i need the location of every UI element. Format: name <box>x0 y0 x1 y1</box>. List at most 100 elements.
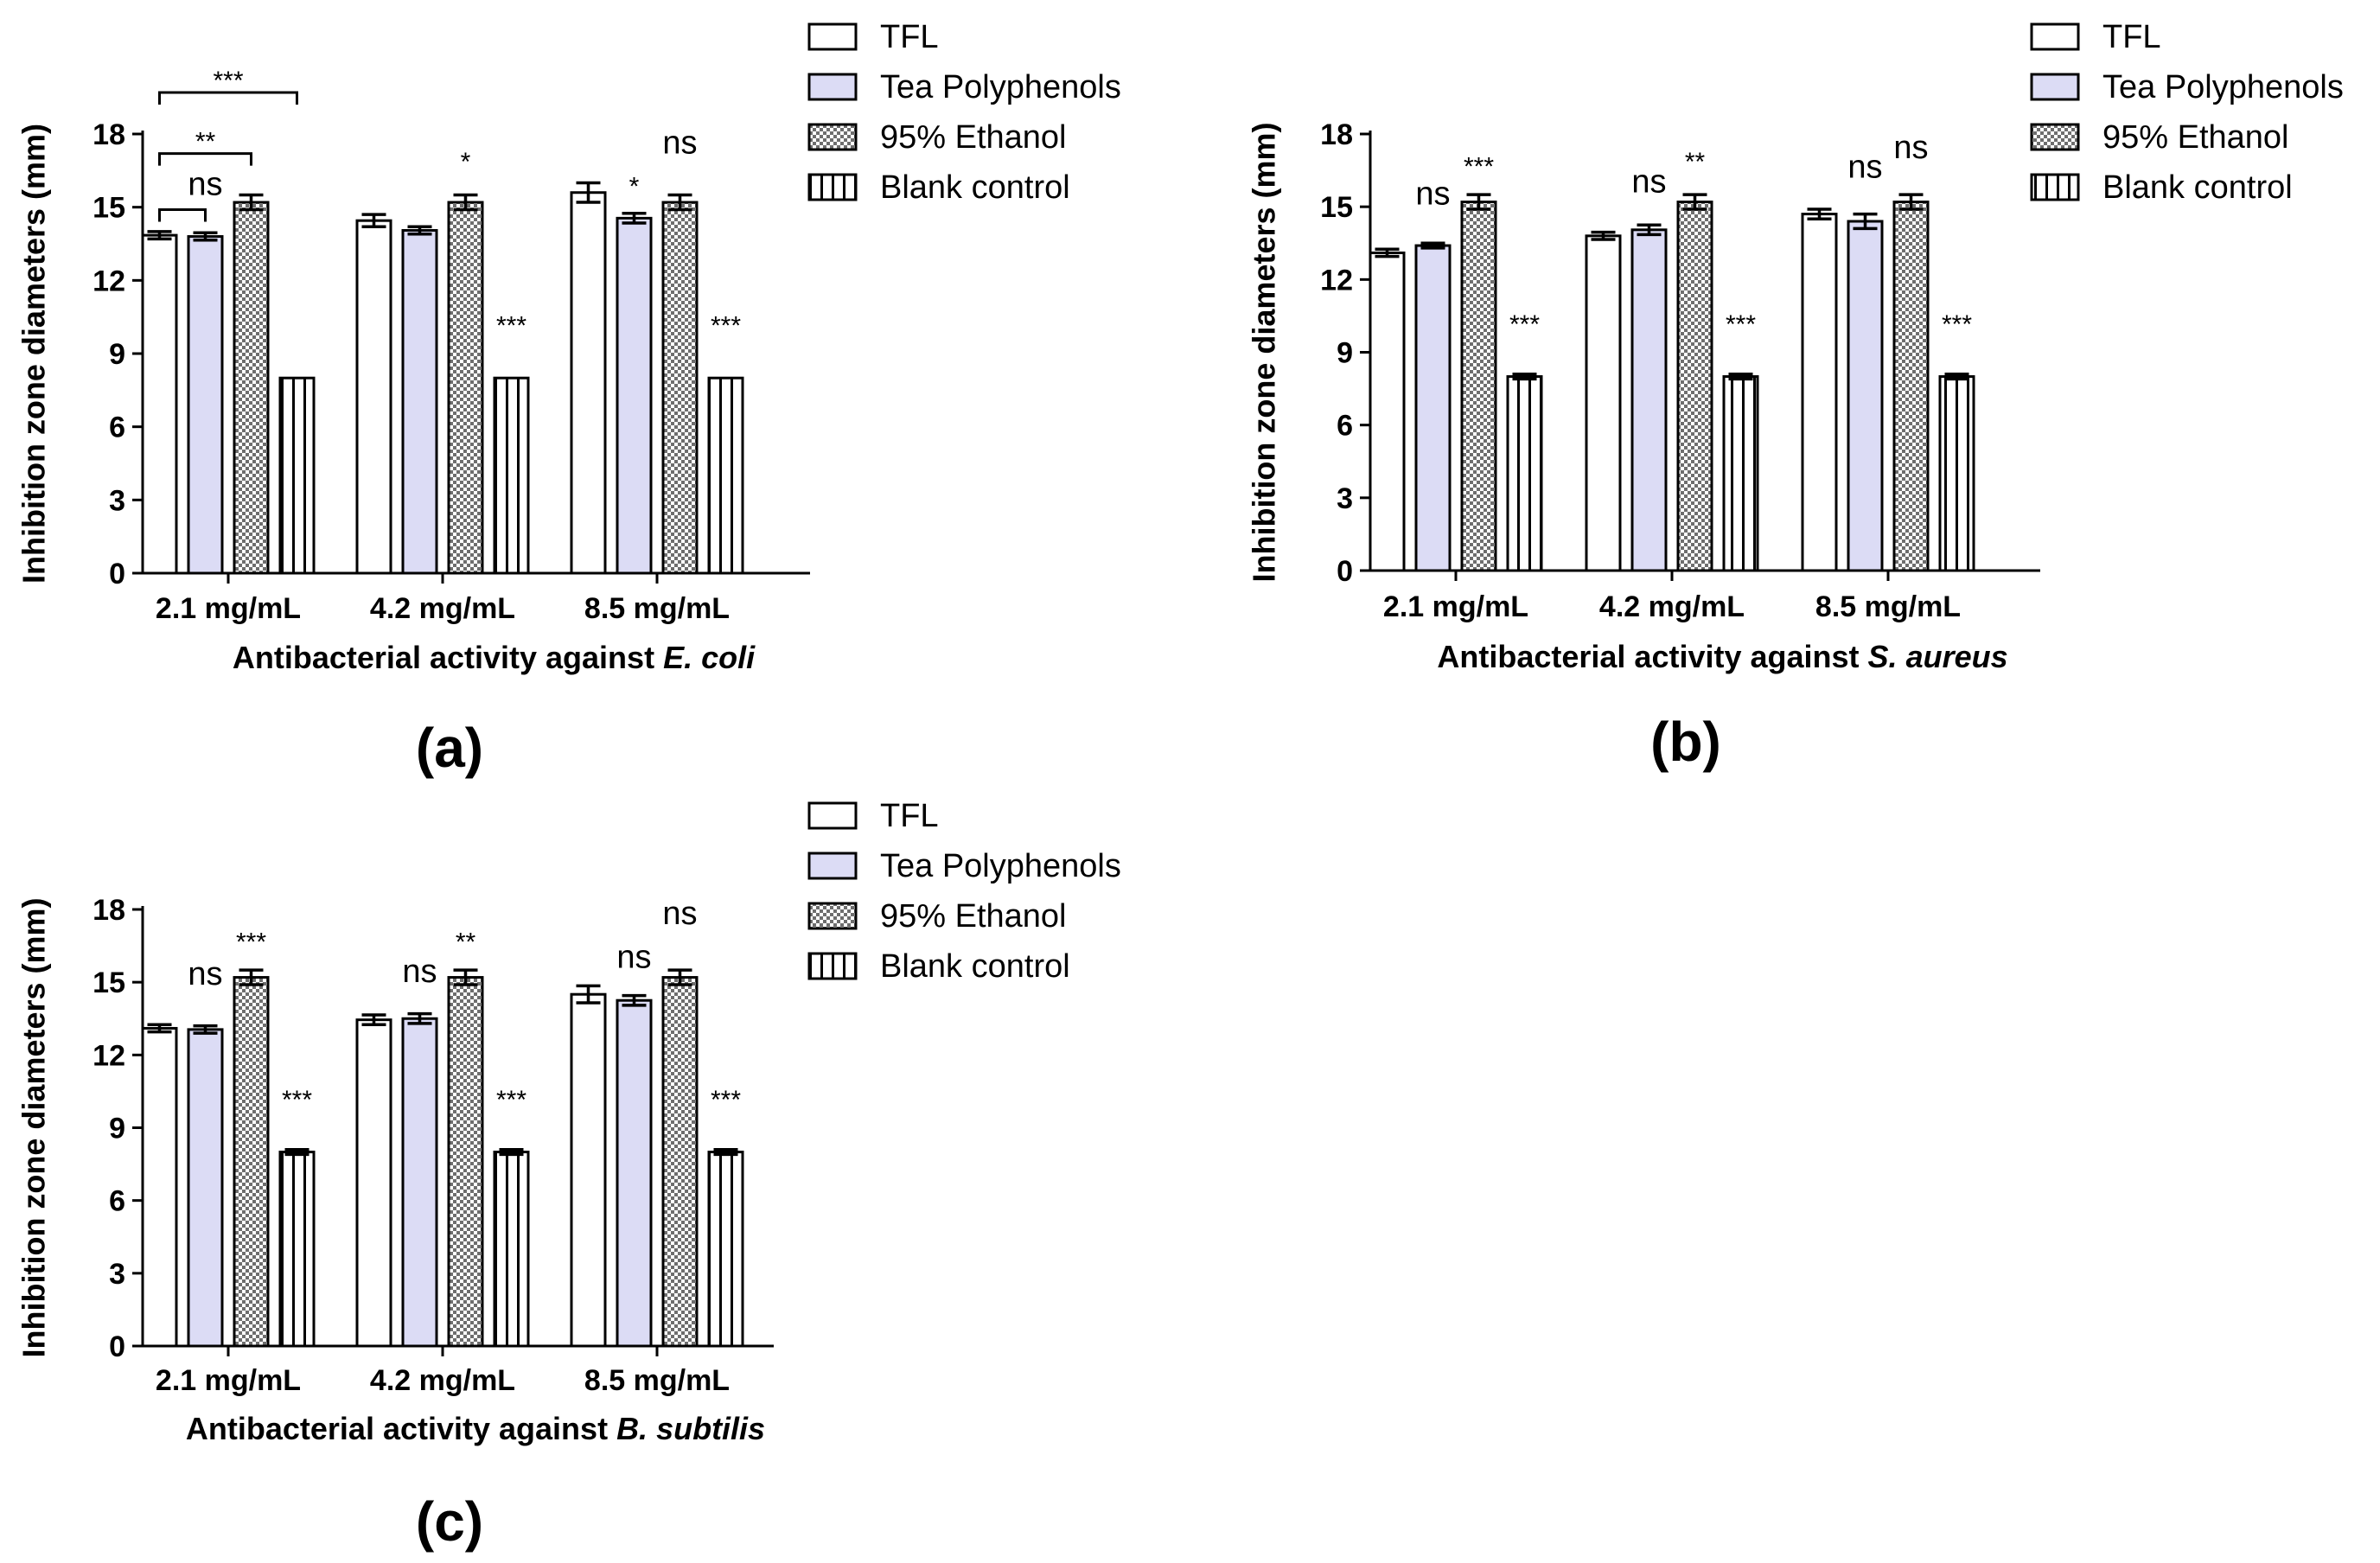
y-tick-label: 3 <box>109 1258 125 1291</box>
panel-label: (b) <box>1650 711 1721 773</box>
y-tick-label: 12 <box>93 1039 125 1072</box>
bar-2-2 <box>661 201 699 575</box>
error-bar-0-2 <box>1807 207 1832 220</box>
significance-label: ns <box>188 956 222 992</box>
bar-2-0 <box>233 976 270 1348</box>
category-label: 4.2 mg/mL <box>1599 590 1745 623</box>
legend-label-2: 95% Ethanol <box>2102 119 2289 156</box>
significance-label: ns <box>188 167 222 203</box>
error-bar-3-2 <box>713 1148 738 1157</box>
bar-0-2 <box>1801 213 1838 572</box>
error-bar-0-0 <box>1375 247 1400 258</box>
bar-3-1 <box>493 1151 530 1348</box>
error-bar-0-0 <box>147 1023 172 1034</box>
y-tick-label: 15 <box>1320 191 1353 224</box>
error-bar-2-0 <box>1466 193 1491 211</box>
significance-label: *** <box>282 1086 312 1114</box>
chart-panel-c: 0 3 6 9 12 15 18 2.1 mg/mL 4.2 mg/mL 8.5 mg/mL Inh… <box>16 798 1121 1553</box>
y-tick-label: 6 <box>109 411 125 444</box>
bar-3-1 <box>1722 375 1759 572</box>
error-bar-0-1 <box>1591 230 1616 241</box>
y-tick-label: 12 <box>1320 264 1353 297</box>
y-tick-label: 18 <box>93 118 125 151</box>
legend-swatch-3 <box>2030 173 2080 201</box>
category-label: 8.5 mg/mL <box>584 592 730 625</box>
bar-2-2 <box>661 976 699 1348</box>
panel-label: (a) <box>416 717 483 779</box>
legend: TFL Tea Polyphenols 95% Ethanol Blank contr… <box>807 19 1121 206</box>
legend-label-0: TFL <box>880 798 939 834</box>
chart-panel-b: 0 3 6 9 12 15 18 2.1 mg/mL 4.2 mg/mL 8.5 mg/mL Inh… <box>1247 19 2344 773</box>
legend-swatch-2 <box>2030 123 2080 151</box>
y-tick-label: 0 <box>109 1330 125 1363</box>
y-tick-label: 6 <box>109 1185 125 1218</box>
legend-label-0: TFL <box>880 19 939 55</box>
error-bar-0-1 <box>361 1013 386 1027</box>
error-bar-1-2 <box>1853 212 1878 231</box>
error-bar-0-1 <box>361 213 386 228</box>
y-tick-label: 18 <box>1320 118 1353 151</box>
legend-label-2: 95% Ethanol <box>880 119 1067 156</box>
comparison-bracket <box>158 91 298 105</box>
bar-3-0 <box>278 376 316 575</box>
legend-label-2: 95% Ethanol <box>880 898 1067 935</box>
legend-label-3: Blank control <box>880 169 1070 206</box>
error-bar-2-1 <box>453 193 478 212</box>
bar-1-0 <box>1414 244 1452 572</box>
bar-1-1 <box>401 1017 438 1348</box>
significance-label: ns <box>662 896 697 932</box>
bar-1-1 <box>401 228 438 575</box>
significance-label: ** <box>1685 148 1706 176</box>
error-bar-1-2 <box>622 993 647 1007</box>
bar-2-2 <box>1892 201 1930 572</box>
y-axis-label: Inhibition zone diameters (mm) <box>16 124 52 584</box>
category-label: 8.5 mg/mL <box>584 1364 730 1397</box>
y-tick-label: 15 <box>93 192 125 225</box>
significance-label: *** <box>1509 310 1540 339</box>
x-axis-label-prefix: Antibacterial activity against <box>233 640 663 675</box>
legend-swatch-1 <box>807 852 858 880</box>
x-axis-label: Antibacterial activity against S. aureus <box>1437 639 2007 674</box>
error-bar-1-0 <box>1420 241 1445 250</box>
significance-label: *** <box>496 1086 526 1114</box>
bar-0-1 <box>355 1018 392 1348</box>
legend-swatch-0 <box>2030 22 2080 51</box>
legend-label-3: Blank control <box>880 948 1070 985</box>
error-bar-1-2 <box>622 211 647 225</box>
x-axis-label-prefix: Antibacterial activity against <box>186 1411 616 1446</box>
bar-1-2 <box>616 998 653 1348</box>
panel-label: (c) <box>416 1490 483 1553</box>
x-axis-label-organism: B. subtilis <box>616 1411 765 1446</box>
significance-label: *** <box>1726 310 1756 339</box>
legend-swatch-0 <box>807 22 858 51</box>
legend-label-1: Tea Polyphenols <box>880 848 1121 884</box>
legend-label-1: Tea Polyphenols <box>880 69 1121 105</box>
significance-label: ns <box>402 954 437 990</box>
x-axis-label: Antibacterial activity against B. subtil… <box>186 1411 765 1446</box>
bracket-label: ** <box>195 128 216 156</box>
y-tick-label: 9 <box>109 338 125 371</box>
legend-swatch-2 <box>807 123 858 151</box>
bar-1-2 <box>616 216 653 575</box>
y-tick-label: 9 <box>109 1113 125 1145</box>
bar-2-0 <box>233 201 270 575</box>
significance-label: ns <box>1631 163 1666 200</box>
x-axis-label-organism: S. aureus <box>1868 639 2008 674</box>
y-tick-label: 0 <box>1337 555 1353 588</box>
error-bar-2-1 <box>1682 193 1707 211</box>
bar-0-0 <box>1369 251 1406 572</box>
error-bar-3-0 <box>284 1148 309 1157</box>
significance-label: *** <box>1942 310 1972 339</box>
error-bar-2-2 <box>1898 193 1924 211</box>
bracket-label: *** <box>213 67 243 95</box>
comparison-bracket <box>158 152 252 166</box>
error-bar-2-0 <box>239 968 264 986</box>
error-bar-3-0 <box>1512 373 1537 381</box>
y-axis-label: Inhibition zone diameters (mm) <box>1247 122 1282 582</box>
legend-label-0: TFL <box>2102 19 2161 55</box>
bar-3-0 <box>278 1151 316 1348</box>
legend-swatch-2 <box>807 902 858 930</box>
category-label: 8.5 mg/mL <box>1815 590 1961 623</box>
significance-label: *** <box>496 311 526 340</box>
